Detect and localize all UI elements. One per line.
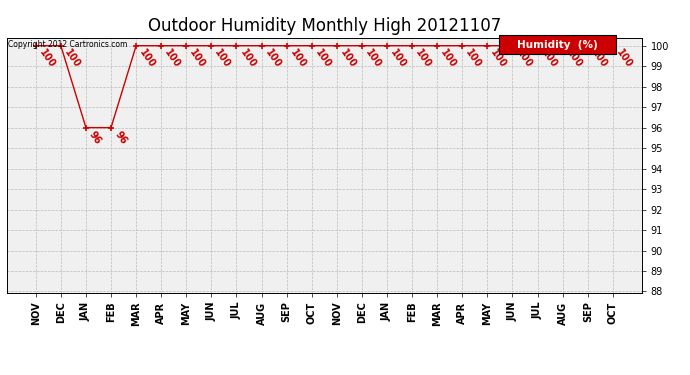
Text: 100: 100 [589,47,609,69]
Text: 100: 100 [489,47,509,69]
Text: Humidity  (%): Humidity (%) [518,39,598,50]
Text: 96: 96 [88,129,103,146]
Text: 100: 100 [614,47,634,69]
Text: 100: 100 [238,47,257,69]
Text: 100: 100 [62,47,82,69]
Text: Copyright 2012 Cartronics.com: Copyright 2012 Cartronics.com [8,40,128,49]
Text: 100: 100 [364,47,383,69]
Text: 100: 100 [263,47,283,69]
Text: 100: 100 [464,47,484,69]
Text: 100: 100 [163,47,182,69]
Text: 100: 100 [539,47,559,69]
Text: 100: 100 [564,47,584,69]
Text: 100: 100 [514,47,533,69]
Text: 100: 100 [439,47,458,69]
Text: 100: 100 [188,47,208,69]
Text: 96: 96 [112,129,128,146]
Text: 100: 100 [137,47,157,69]
Text: 100: 100 [313,47,333,69]
FancyBboxPatch shape [499,35,616,54]
Text: 100: 100 [388,47,408,69]
Text: 100: 100 [213,47,233,69]
Text: 100: 100 [288,47,308,69]
Text: 100: 100 [37,47,57,69]
Text: 100: 100 [338,47,358,69]
Text: 100: 100 [413,47,433,69]
Title: Outdoor Humidity Monthly High 20121107: Outdoor Humidity Monthly High 20121107 [148,16,501,34]
